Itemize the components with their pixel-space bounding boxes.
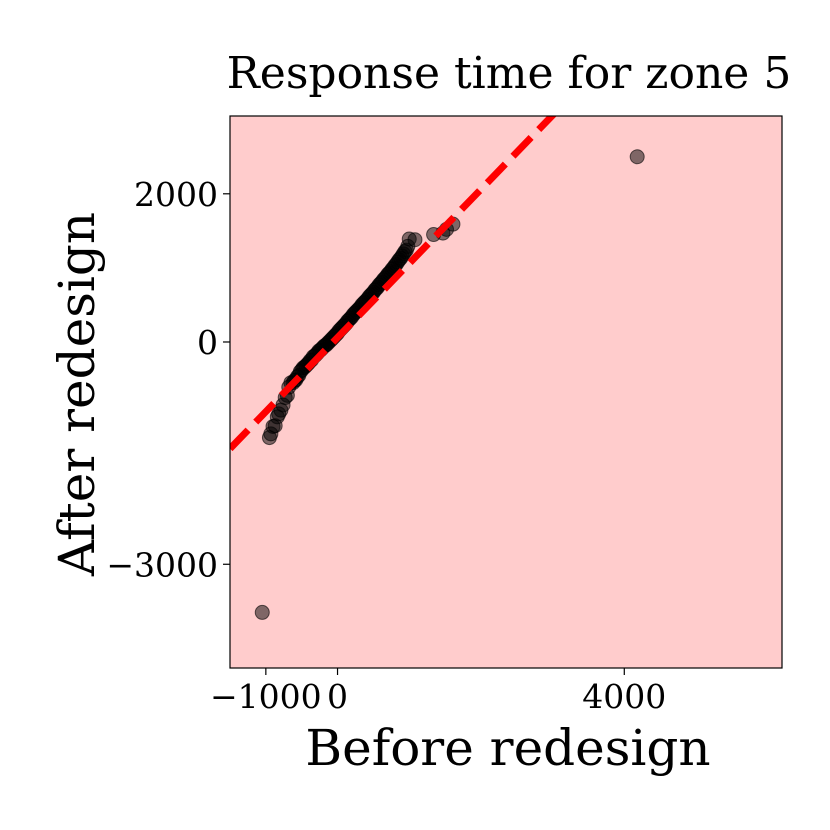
y-axis-label: After redesign — [48, 212, 106, 577]
y-tick-label: 0 — [197, 323, 218, 362]
data-point — [254, 604, 270, 620]
chart-title: Response time for zone 5 — [227, 48, 792, 99]
x-tick-label: −1000 — [210, 677, 322, 716]
y-axis-ticks: 2000 0 −3000 — [106, 175, 230, 584]
x-axis-label: Before redesign — [305, 719, 710, 777]
data-point — [629, 149, 645, 165]
plot-frame — [229, 115, 783, 669]
y-tick-label: 2000 — [134, 175, 218, 214]
reference-line — [230, 116, 557, 452]
shaded-region — [230, 116, 782, 668]
plot-area — [230, 116, 645, 620]
x-tick-label: 4000 — [582, 677, 666, 716]
x-tick-label: 0 — [327, 677, 348, 716]
data-point — [407, 232, 423, 248]
x-axis-ticks: −1000 0 4000 — [210, 668, 666, 716]
y-tick-label: −3000 — [106, 545, 218, 584]
